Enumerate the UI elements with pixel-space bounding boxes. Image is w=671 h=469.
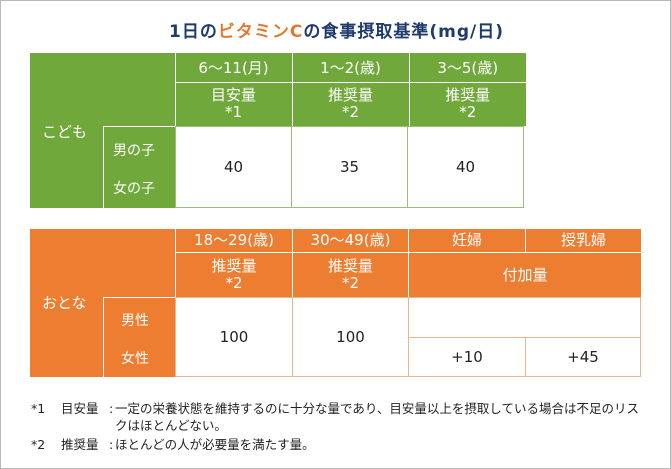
kids-value-cell-2: 35 [291,126,408,208]
kids-empty-corner [526,53,641,126]
kids-side [30,53,103,208]
kids-age-header-3: 3～5(歳) [408,53,526,83]
title-suffix: の食事摂取基準(mg/日) [303,22,504,42]
adults-row-female: 女性 [121,351,149,367]
adults-age-header-1: 18～29(歳) [175,229,292,253]
footnote-1: *1 目安量 : 一定の栄養状態を維持するのに十分な量であり、目安量以上を摂取し… [31,400,651,434]
footnote-1-text: 一定の栄養状態を維持するのに十分な量であり、目安量以上を摂取している場合は不足の… [115,401,640,433]
adults-basis-1: 推奨量 [211,257,257,275]
footnote-2-mark: *2 [31,437,46,452]
kids-basis-header-3: 推奨量 *2 [408,82,526,126]
kids-note-1: *1 [224,103,243,122]
adults-basis-header-2: 推奨量 *2 [292,253,408,297]
adults-male-added-cell [408,297,641,338]
adults-lactating-add-cell: +45 [525,337,641,377]
kids-row-boy: 男の子 [113,143,155,159]
footnote-1-term: 目安量 [61,401,99,416]
adults-note-2: *2 [341,274,360,292]
adults-pregnant-add: +10 [451,348,483,366]
kids-row-labels: 男の子 女の子 [103,126,175,208]
kids-basis-1: 目安量 [210,86,256,105]
adults-basis-header-1: 推奨量 *2 [175,253,292,297]
kids-group-label: こども [42,123,88,141]
kids-age-header-2: 1～2(歳) [291,53,409,83]
adults-age-header-2: 30～49(歳) [292,229,408,253]
footnote-1-mark: *1 [31,401,46,416]
kids-value-cell-3: 40 [407,126,524,208]
adults-lactating-add: +45 [567,348,599,366]
kids-body: こども 男の子 女の子 40 35 40 [30,53,524,208]
kids-row-girl: 女の子 [113,181,155,197]
kids-value-1: 40 [223,158,244,176]
footnote-2-term: 推奨量 [61,437,99,452]
kids-basis-header-1: 目安量 *1 [174,82,292,126]
adults-basis-2: 推奨量 [327,257,373,275]
adults-table: おとな 18～29(歳) 30～49(歳) 妊婦 授乳婦 推奨量 *2 推奨量 *2… [30,229,641,377]
adults-value-cell-1: 100 [175,297,293,377]
kids-note-2: *2 [341,103,360,122]
adults-pregnant-header: 妊婦 [408,229,525,253]
adults-group-label: おとな [42,294,87,312]
kids-value-cell-1: 40 [175,126,292,208]
adults-value-1: 100 [219,328,249,346]
footnote-2-text: ほとんどの人が必要量を満たす量。 [115,437,315,452]
kids-basis-3: 推奨量 [445,86,491,105]
page-title: 1日のビタミンCの食事摂取基準(mg/日) [1,17,671,42]
adults-value-cell-2: 100 [292,297,409,377]
adults-row-labels: 男性 女性 [103,297,175,377]
adults-added-header: 付加量 [408,253,641,297]
adults-lactating-header: 授乳婦 [525,229,641,253]
kids-table: 6～11(月) 1～2(歳) 3～5(歳) 目安量 *1 推奨量 *2 推奨量 *2 [30,53,641,126]
footnote-2: *2 推奨量 : ほとんどの人が必要量を満たす量。 [31,436,651,453]
adults-value-2: 100 [336,328,365,346]
kids-basis-header-2: 推奨量 *2 [291,82,409,126]
title-prefix: 1日の [169,22,218,42]
kids-age-header-1: 6～11(月) [174,53,292,83]
footnote-2-sep: : [109,437,114,452]
adults-note-1: *2 [225,274,243,292]
kids-note-3: *2 [459,103,477,122]
kids-value-2: 35 [339,158,360,176]
adults-row-male: 男性 [121,313,149,329]
title-accent: ビタミンC [217,22,304,42]
footnote-1-sep: : [109,401,114,416]
kids-basis-2: 推奨量 [327,86,373,105]
footnotes: *1 目安量 : 一定の栄養状態を維持するのに十分な量であり、目安量以上を摂取し… [31,400,651,453]
kids-value-3: 40 [455,158,476,176]
adults-pregnant-add-cell: +10 [408,337,526,377]
